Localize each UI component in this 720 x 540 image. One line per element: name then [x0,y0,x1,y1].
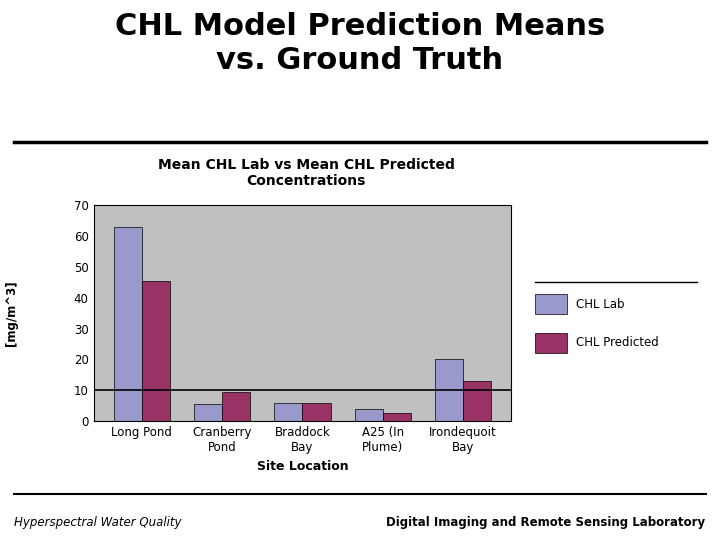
Bar [274,403,302,421]
Bar [355,409,383,421]
Bar [435,360,463,421]
FancyBboxPatch shape [534,294,567,314]
Bar [302,403,330,421]
Text: CHL Model Prediction Means
vs. Ground Truth: CHL Model Prediction Means vs. Ground Tr… [115,12,605,75]
Bar [463,381,491,421]
Y-axis label: CHL Concentration
[mg/m^3]: CHL Concentration [mg/m^3] [0,251,19,375]
Text: CHL Lab: CHL Lab [576,298,624,310]
Bar [222,392,251,421]
FancyBboxPatch shape [534,333,567,353]
Bar [142,281,170,421]
Bar [114,227,142,421]
Bar [383,414,411,421]
Bar [194,404,222,421]
Text: CHL Predicted: CHL Predicted [576,336,659,349]
Text: Mean CHL Lab vs Mean CHL Predicted
Concentrations: Mean CHL Lab vs Mean CHL Predicted Conce… [158,158,454,188]
X-axis label: Site Location: Site Location [256,460,348,472]
Text: Digital Imaging and Remote Sensing Laboratory: Digital Imaging and Remote Sensing Labor… [387,516,706,530]
Text: Hyperspectral Water Quality: Hyperspectral Water Quality [14,516,182,530]
